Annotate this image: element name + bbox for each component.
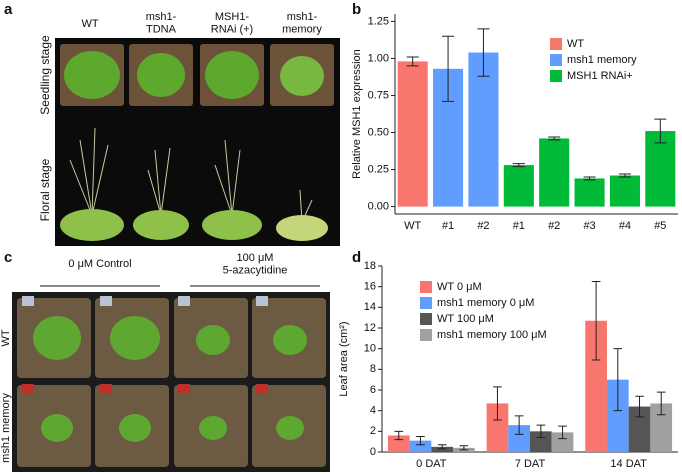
column-label: MSH1-RNAi (+)	[211, 11, 253, 36]
row-label: Floral stage	[38, 158, 52, 221]
y-tick-label: 16	[364, 281, 376, 293]
y-tick-label: 10	[364, 343, 376, 355]
error-bar	[416, 436, 425, 446]
y-tick-label: 0	[370, 446, 376, 458]
column-label: msh1-memory	[282, 11, 322, 36]
bar	[539, 138, 570, 207]
legend-label: msh1 memory	[567, 54, 637, 66]
x-tick-label: #2	[477, 220, 489, 232]
legend-label: WT	[567, 38, 584, 50]
y-tick-label: 12	[364, 322, 376, 334]
row-label: msh1 memory	[0, 393, 12, 463]
panel-label: b	[352, 1, 361, 18]
bar	[409, 440, 432, 452]
error-bar	[514, 415, 524, 435]
x-tick-label: #1	[513, 220, 525, 232]
photo-c	[12, 285, 330, 472]
legend-swatch	[550, 54, 562, 66]
error-bar	[512, 163, 525, 168]
bar	[387, 435, 410, 452]
row-label: Seedling stage	[38, 35, 52, 115]
panel-label: c	[4, 249, 12, 266]
bar	[530, 431, 552, 452]
bar	[609, 175, 640, 207]
y-tick-label: 8	[370, 363, 376, 375]
column-label: 0 μM Control	[68, 258, 131, 270]
error-bar	[548, 136, 561, 141]
error-bar	[656, 391, 666, 416]
bar	[503, 165, 534, 207]
panel-label: a	[4, 1, 13, 18]
error-bar	[618, 173, 631, 178]
y-tick-label: 1.00	[368, 52, 389, 64]
legend-swatch	[550, 70, 562, 82]
y-axis-label: Relative MSH1 expression	[351, 49, 363, 179]
bar	[574, 178, 605, 207]
y-tick-label: 1.25	[368, 15, 389, 27]
error-bar	[493, 386, 502, 421]
legend-label: WT 100 μM	[437, 313, 494, 325]
error-bar	[613, 348, 623, 412]
bar	[397, 61, 428, 207]
photo-a	[55, 38, 340, 246]
y-tick-label: 4	[370, 405, 376, 417]
y-tick-label: 18	[364, 260, 376, 272]
x-tick-label: WT	[404, 220, 421, 232]
y-tick-label: 14	[364, 301, 376, 313]
panel-label: d	[352, 249, 361, 266]
legend-label: msh1 memory 0 μM	[437, 297, 534, 309]
error-bar	[406, 56, 419, 67]
bar	[628, 406, 651, 452]
bar	[468, 52, 499, 207]
x-tick-label: #3	[583, 220, 595, 232]
error-bar	[558, 425, 567, 440]
bar	[606, 379, 629, 452]
legend-swatch	[420, 329, 432, 341]
error-bar	[459, 445, 469, 451]
row-label: WT	[0, 329, 12, 346]
y-tick-label: 6	[370, 384, 376, 396]
bar	[508, 425, 530, 452]
error-bar	[442, 35, 455, 102]
legend-swatch	[420, 297, 432, 309]
column-label: msh1-TDNA	[146, 11, 177, 36]
x-tick-label: 7 DAT	[515, 458, 546, 470]
y-tick-label: 0.50	[368, 126, 389, 138]
y-axis-label: Leaf area (cm²)	[338, 321, 350, 396]
column-label: WT	[81, 18, 98, 30]
legend-label: WT 0 μM	[437, 281, 482, 293]
error-bar	[437, 444, 447, 450]
y-tick-label: 2	[370, 425, 376, 437]
column-label: 100 μM 5-azacytidine	[223, 252, 288, 277]
x-tick-label: #1	[442, 220, 454, 232]
bar	[645, 131, 676, 207]
y-tick-label: 0.00	[368, 200, 389, 212]
bar	[486, 403, 509, 452]
y-tick-label: 0.25	[368, 163, 389, 175]
bar	[431, 446, 454, 452]
x-tick-label: #2	[548, 220, 560, 232]
legend-swatch	[420, 281, 432, 293]
x-tick-label: 14 DAT	[610, 458, 647, 470]
legend-label: MSH1 RNAi+	[567, 70, 633, 82]
error-bar	[583, 176, 596, 181]
x-tick-label: 0 DAT	[416, 458, 447, 470]
legend-swatch	[420, 313, 432, 325]
x-tick-label: #5	[654, 220, 666, 232]
error-bar	[477, 28, 490, 77]
error-bar	[654, 118, 667, 144]
error-bar	[591, 281, 601, 361]
legend-swatch	[550, 38, 562, 50]
bar	[585, 320, 607, 452]
error-bar	[536, 424, 546, 439]
bar	[551, 432, 574, 452]
x-tick-label: #4	[619, 220, 631, 232]
error-bar	[635, 395, 644, 418]
legend-label: msh1 memory 100 μM	[437, 329, 547, 341]
bar	[650, 403, 673, 452]
y-tick-label: 0.75	[368, 89, 389, 101]
error-bar	[394, 430, 404, 441]
